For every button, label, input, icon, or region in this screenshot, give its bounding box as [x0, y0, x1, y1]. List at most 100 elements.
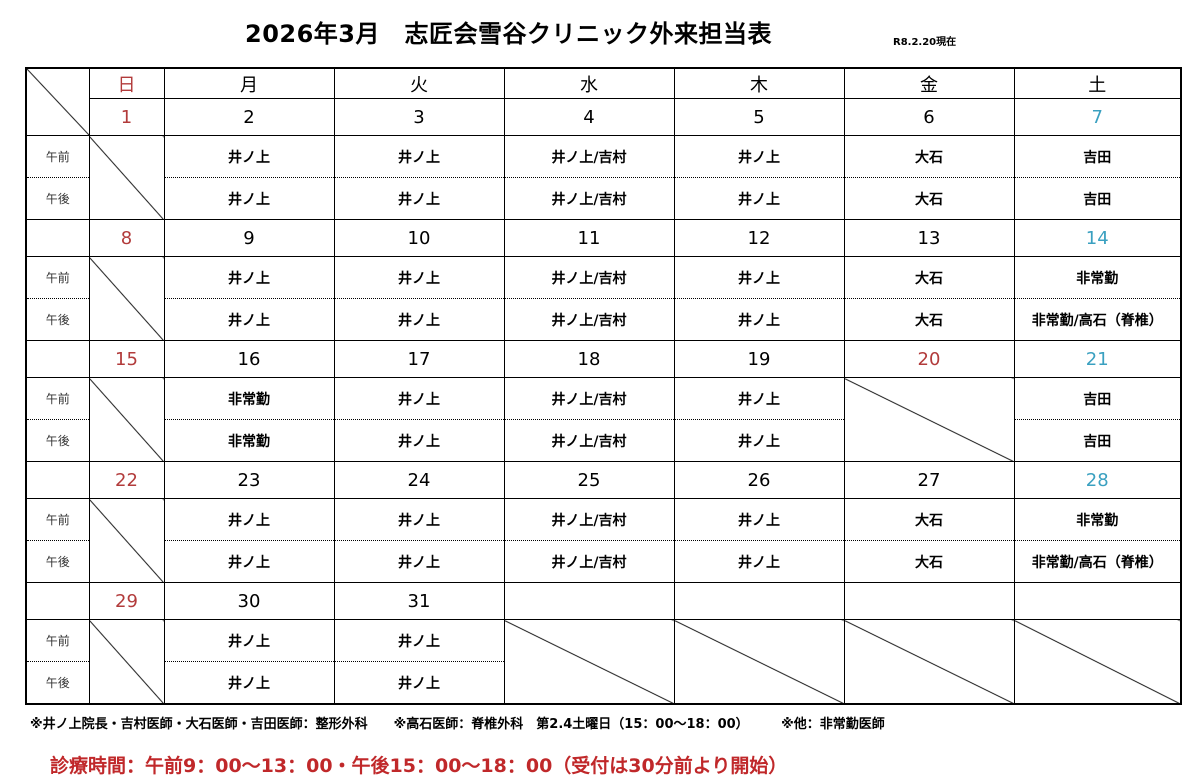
doctor-cell-pm: 井ノ上 [163, 298, 335, 341]
doctor-cell-pm: 吉田 [1013, 177, 1182, 220]
morning-label: 午前 [25, 498, 90, 541]
date-cell: 23 [163, 461, 335, 499]
doctor-cell-pm: 井ノ上 [163, 661, 335, 705]
date-cell: 4 [503, 98, 675, 136]
morning-row: 午前 非常勤 井ノ上 井ノ上/吉村 井ノ上 吉田 [25, 377, 1182, 462]
empty-label-cell [25, 461, 90, 499]
doctor-cell-am: 井ノ上 [333, 256, 505, 299]
date-cell: 17 [333, 340, 505, 378]
afternoon-row: 午後 井ノ上 井ノ上 井ノ上/吉村 井ノ上 大石 非常勤/高石（脊椎） [25, 298, 1182, 341]
afternoon-label: 午後 [25, 298, 90, 341]
date-cell [673, 582, 845, 620]
doctor-cell-am: 井ノ上/吉村 [503, 377, 675, 420]
page-title: 2026年3月 志匠会雪谷クリニック外来担当表 [245, 20, 772, 48]
date-cell: 6 [843, 98, 1015, 136]
closed-slash-cell [88, 135, 165, 220]
afternoon-label: 午後 [25, 419, 90, 462]
date-cell: 14 [1013, 219, 1182, 257]
date-cell: 26 [673, 461, 845, 499]
doctor-cell-pm: 井ノ上 [673, 298, 845, 341]
doctor-cell-am: 井ノ上 [163, 498, 335, 541]
date-cell: 30 [163, 582, 335, 620]
morning-row: 午前 井ノ上 井ノ上 [25, 619, 1182, 705]
date-cell: 13 [843, 219, 1015, 257]
date-row: 8 9 10 11 12 13 14 [25, 219, 1182, 257]
weekday-header: 土 [1013, 67, 1182, 99]
date-cell: 19 [673, 340, 845, 378]
closed-slash-cell [673, 619, 845, 705]
doctor-cell-am: 井ノ上 [163, 256, 335, 299]
doctor-cell-pm: 井ノ上 [673, 177, 845, 220]
date-cell: 12 [673, 219, 845, 257]
afternoon-label: 午後 [25, 177, 90, 220]
doctor-cell-am: 井ノ上 [333, 135, 505, 178]
doctor-cell-am: 井ノ上/吉村 [503, 256, 675, 299]
doctor-cell-am: 井ノ上/吉村 [503, 498, 675, 541]
doctor-notes: ※井ノ上院長・吉村医師・大石医師・吉田医師：整形外科 ※高石医師：脊椎外科 第2… [30, 717, 885, 732]
doctor-cell-pm: 井ノ上 [333, 661, 505, 705]
date-row: 29 30 31 [25, 582, 1182, 620]
afternoon-row: 午後 井ノ上 井ノ上 井ノ上/吉村 井ノ上 大石 吉田 [25, 177, 1182, 220]
doctor-cell-am: 吉田 [1013, 377, 1182, 420]
doctor-cell-am: 井ノ上 [163, 135, 335, 178]
date-cell: 21 [1013, 340, 1182, 378]
as-of-date: R8.2.20現在 [893, 37, 957, 48]
date-cell: 8 [88, 219, 165, 257]
doctor-cell-pm: 非常勤 [163, 419, 335, 462]
weekday-header-row: 日月火水木金土 [25, 67, 1182, 136]
doctor-cell-pm: 井ノ上/吉村 [503, 298, 675, 341]
date-cell: 29 [88, 582, 165, 620]
doctor-cell-am: 井ノ上 [163, 619, 335, 662]
morning-label: 午前 [25, 377, 90, 420]
morning-label: 午前 [25, 256, 90, 299]
date-cell: 10 [333, 219, 505, 257]
doctor-cell-am: 井ノ上 [673, 256, 845, 299]
doctor-cell-pm: 井ノ上/吉村 [503, 540, 675, 583]
empty-label-cell [25, 219, 90, 257]
doctor-cell-pm: 井ノ上 [333, 298, 505, 341]
afternoon-row: 午後 井ノ上 井ノ上 [25, 661, 1181, 705]
doctor-cell-am: 井ノ上 [673, 377, 845, 420]
date-cell: 22 [88, 461, 165, 499]
closed-slash-cell [843, 619, 1015, 705]
doctor-cell-pm: 大石 [843, 298, 1015, 341]
date-cell: 16 [163, 340, 335, 378]
date-cell: 7 [1013, 98, 1182, 136]
date-cell: 25 [503, 461, 675, 499]
doctor-cell-am: 井ノ上 [673, 498, 845, 541]
date-cell: 5 [673, 98, 845, 136]
date-cell: 31 [333, 582, 505, 620]
date-cell: 28 [1013, 461, 1182, 499]
afternoon-label: 午後 [25, 540, 90, 583]
date-cell [1013, 582, 1182, 620]
weekday-header: 火 [333, 67, 505, 99]
date-cell: 24 [333, 461, 505, 499]
closed-slash-cell [843, 377, 1015, 462]
morning-label: 午前 [25, 619, 90, 662]
doctor-cell-pm: 井ノ上 [163, 177, 335, 220]
morning-row: 午前 井ノ上 井ノ上 井ノ上/吉村 井ノ上 大石 非常勤 [25, 256, 1182, 341]
afternoon-row: 午後 非常勤 井ノ上 井ノ上/吉村 井ノ上 吉田 [25, 419, 1182, 462]
empty-label-cell [25, 582, 90, 620]
doctor-cell-am: 大石 [843, 135, 1015, 178]
date-cell [843, 582, 1015, 620]
closed-slash-cell [88, 498, 165, 583]
doctor-cell-am: 井ノ上 [673, 135, 845, 178]
closed-slash-cell [1013, 619, 1182, 705]
doctor-cell-pm: 井ノ上 [163, 540, 335, 583]
date-row: 22 23 24 25 26 27 28 [25, 461, 1182, 499]
afternoon-row: 午後 井ノ上 井ノ上 井ノ上/吉村 井ノ上 大石 非常勤/高石（脊椎） [25, 540, 1182, 583]
weekday-header: 月 [163, 67, 335, 99]
weekday-header: 水 [503, 67, 675, 99]
doctor-cell-am: 非常勤 [163, 377, 335, 420]
doctor-cell-pm: 吉田 [1013, 419, 1182, 462]
morning-label: 午前 [25, 135, 90, 178]
doctor-cell-pm: 井ノ上 [333, 177, 505, 220]
doctor-cell-am: 井ノ上 [333, 377, 505, 420]
date-cell: 3 [333, 98, 505, 136]
weekday-header: 木 [673, 67, 845, 99]
date-cell: 1 [88, 98, 165, 136]
doctor-cell-pm: 非常勤/高石（脊椎） [1013, 540, 1182, 583]
closed-slash-cell [88, 256, 165, 341]
doctor-cell-pm: 井ノ上 [333, 540, 505, 583]
